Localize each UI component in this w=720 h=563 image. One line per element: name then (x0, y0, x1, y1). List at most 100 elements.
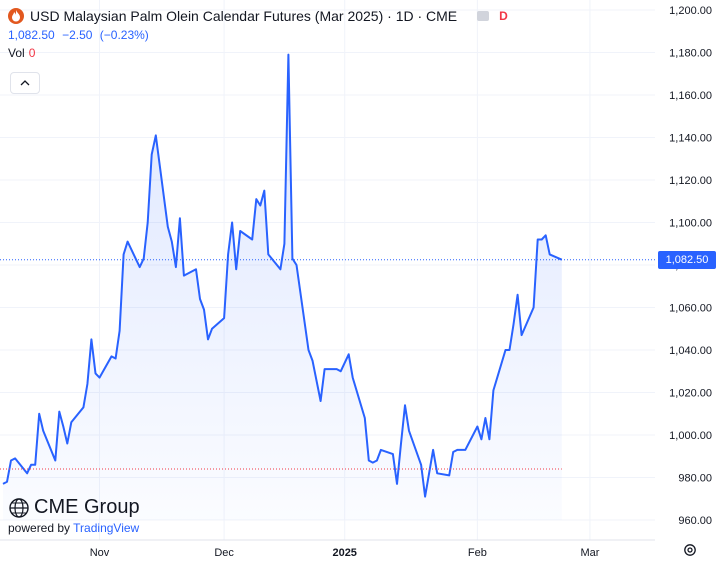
data-point (424, 496, 426, 498)
data-point (372, 462, 374, 464)
data-point (239, 230, 241, 232)
data-point (452, 451, 454, 453)
y-tick-label: 1,100.00 (669, 218, 712, 230)
chevron-up-icon (20, 80, 30, 86)
area-path (3, 54, 562, 520)
data-point (155, 135, 157, 137)
series-line (2, 53, 563, 498)
data-point (211, 328, 213, 330)
y-tick-label: 1,060.00 (669, 303, 712, 315)
data-point (477, 426, 479, 428)
data-point (376, 460, 378, 462)
data-point (231, 222, 233, 224)
data-point (171, 241, 173, 243)
data-point (95, 373, 97, 375)
market-status-badge[interactable]: D (499, 9, 508, 23)
data-point (352, 377, 354, 379)
data-point (83, 407, 85, 409)
data-point (312, 360, 314, 362)
data-point (481, 439, 483, 441)
data-point (392, 453, 394, 455)
data-point (179, 218, 181, 220)
data-point (396, 483, 398, 485)
data-point (87, 383, 89, 385)
data-point (457, 449, 459, 451)
data-point (320, 400, 322, 402)
y-tick-label: 1,120.00 (669, 175, 712, 187)
current-price-tag: 1,082.50 (658, 250, 716, 269)
tradingview-link[interactable]: TradingView (73, 521, 140, 535)
data-point (324, 368, 326, 370)
data-point (34, 464, 36, 466)
eye-icon[interactable] (477, 11, 490, 21)
data-point (368, 460, 370, 462)
data-point (195, 269, 197, 271)
data-point (227, 254, 229, 256)
data-point (6, 481, 8, 483)
data-point (465, 449, 467, 451)
data-point (143, 258, 145, 260)
volume-label: Vol (8, 46, 25, 60)
branding[interactable]: CME Group powered by TradingView (8, 496, 140, 535)
data-point (14, 458, 16, 460)
data-point (167, 226, 169, 228)
price-line (2, 53, 563, 498)
y-tick-label: 1,160.00 (669, 90, 712, 102)
volume-value: 0 (28, 46, 36, 60)
x-axis[interactable]: Nov Dec 2025 Feb Mar (0, 539, 655, 559)
data-point (408, 430, 410, 432)
data-point (26, 473, 28, 475)
data-point (521, 334, 523, 336)
reference-lines (0, 259, 655, 470)
data-point (55, 460, 57, 462)
cme-globe-icon (9, 497, 29, 518)
data-point (537, 239, 539, 241)
data-point (30, 464, 32, 466)
brand-name: CME Group (34, 496, 140, 518)
data-point (42, 430, 44, 432)
data-point (485, 417, 487, 419)
y-tick-label: 1,200.00 (669, 5, 712, 17)
data-point (139, 266, 141, 268)
data-point (509, 349, 511, 351)
data-point (533, 307, 535, 309)
data-point (264, 190, 266, 192)
data-point (71, 422, 73, 424)
data-point (404, 405, 406, 407)
data-point (448, 475, 450, 477)
data-point (280, 269, 282, 271)
x-tick-label: Feb (468, 547, 487, 559)
y-tick-label: 980.00 (678, 473, 712, 485)
x-tick-label: Mar (580, 547, 599, 559)
x-tick-label: Nov (90, 547, 110, 559)
data-point (127, 241, 129, 243)
collapse-legend-button[interactable] (10, 72, 40, 94)
data-point (63, 426, 65, 428)
settings-button[interactable] (682, 542, 698, 558)
data-point (251, 239, 253, 241)
x-tick-label: Dec (214, 547, 234, 559)
flame-icon (8, 8, 24, 24)
data-point (67, 443, 69, 445)
y-tick-label: 1,000.00 (669, 430, 712, 442)
data-point (364, 417, 366, 419)
data-point (400, 443, 402, 445)
data-point (123, 254, 125, 256)
data-point (203, 309, 205, 311)
data-point (235, 269, 237, 271)
symbol-title[interactable]: USD Malaysian Palm Olein Calendar Future… (30, 8, 458, 24)
data-point (223, 317, 225, 319)
data-point (111, 356, 113, 358)
data-point (545, 235, 547, 237)
data-point (115, 358, 117, 360)
data-point (59, 411, 61, 413)
data-point (2, 483, 4, 485)
data-point (207, 339, 209, 341)
data-point (255, 198, 257, 200)
data-point (461, 449, 463, 451)
data-point (489, 439, 491, 441)
data-point (119, 330, 121, 332)
data-point (380, 449, 382, 451)
y-tick-label: 960.00 (678, 515, 712, 527)
